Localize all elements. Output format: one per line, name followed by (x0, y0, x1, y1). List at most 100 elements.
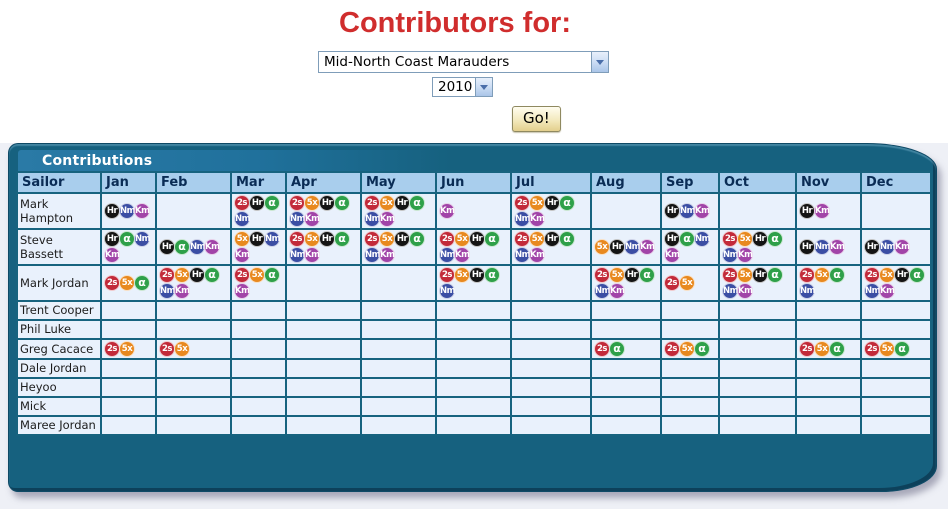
cell-feb (155, 358, 232, 379)
badge-km-icon: Km (234, 283, 250, 299)
badge-nm-icon: Nm (879, 239, 895, 255)
cell-sep: 2s 5x α (660, 338, 720, 360)
cell-nov (795, 415, 862, 436)
cell-oct: 2s 5x Hr α NmKm (718, 228, 797, 266)
badge-hr-icon: Hr (189, 267, 205, 283)
cell-mar (230, 358, 287, 379)
badge-hr-icon: Hr (752, 267, 768, 283)
sailor-name: Mick (16, 396, 102, 417)
cell-aug (590, 377, 662, 398)
cell-feb: Hr α NmKm (155, 228, 232, 266)
cell-jan: Hr NmKm (100, 192, 157, 230)
badge-km-icon: Km (814, 203, 830, 219)
cell-feb (155, 319, 232, 340)
cell-jul (510, 396, 592, 417)
column-header-aug: Aug (590, 171, 662, 194)
column-header-feb: Feb (155, 171, 232, 194)
cell-mar (230, 415, 287, 436)
cell-aug: 2s 5x Hr α NmKm (590, 264, 662, 302)
column-header-sailor: Sailor (16, 171, 102, 194)
cell-jan (100, 319, 157, 340)
cell-apr (285, 264, 362, 302)
table-row: Mick (16, 396, 932, 417)
cell-oct (718, 192, 797, 230)
badge-hr-icon: Hr (664, 203, 680, 219)
badge-hr-icon: Hr (664, 231, 680, 247)
cell-aug (590, 396, 662, 417)
badge-alpha-icon: α (134, 275, 150, 291)
badge-hr-icon: Hr (249, 231, 265, 247)
badge-nm-icon: Nm (514, 211, 530, 227)
badge-nm-icon: Nm (289, 211, 305, 227)
badge-nm-icon: Nm (439, 247, 455, 263)
cell-sep (660, 300, 720, 321)
badge-alpha-icon: α (559, 231, 575, 247)
badge-hr-icon: Hr (469, 267, 485, 283)
badge-5x-icon: 5x (119, 275, 135, 291)
cell-apr (285, 415, 362, 436)
year-select[interactable]: 2010 (432, 77, 493, 97)
go-button[interactable]: Go! (512, 106, 561, 132)
table-header-row: Sailor Jan Feb Mar Apr May Jun Jul Aug Sep Oct Nov D… (16, 171, 932, 194)
cell-sep: 2s 5x (660, 264, 720, 302)
badge-hr-icon: Hr (159, 239, 175, 255)
cell-may (360, 377, 437, 398)
cell-apr (285, 319, 362, 340)
cell-apr (285, 300, 362, 321)
badge-alpha-icon: α (694, 341, 710, 357)
sailor-name: Mark Jordan (16, 264, 102, 302)
team-select[interactable]: Mid-North Coast Marauders (318, 51, 609, 73)
dropdown-arrow-icon[interactable] (591, 52, 608, 72)
cell-may (360, 264, 437, 302)
badge-hr-icon: Hr (864, 239, 880, 255)
cell-jun: Km (435, 192, 512, 230)
badge-2s-icon: 2s (594, 341, 610, 357)
cell-jun: 2s 5x Hr α NmKm (435, 228, 512, 266)
cell-nov (795, 377, 862, 398)
badge-2s-icon: 2s (289, 195, 305, 211)
cell-oct (718, 300, 797, 321)
cell-may: 2s 5x Hr α NmKm (360, 192, 437, 230)
cell-oct (718, 377, 797, 398)
badge-km-icon: Km (609, 283, 625, 299)
badge-5x-icon: 5x (529, 231, 545, 247)
badge-alpha-icon: α (767, 231, 783, 247)
badge-2s-icon: 2s (514, 231, 530, 247)
badge-alpha-icon: α (204, 267, 220, 283)
badge-km-icon: Km (737, 247, 753, 263)
badge-5x-icon: 5x (679, 275, 695, 291)
badge-alpha-icon: α (609, 341, 625, 357)
badge-km-icon: Km (104, 247, 120, 263)
badge-hr-icon: Hr (319, 195, 335, 211)
cell-jan: Hr α Nm Km (100, 228, 157, 266)
column-header-jul: Jul (510, 171, 592, 194)
badge-nm-icon: Nm (864, 283, 880, 299)
cell-dec (860, 396, 932, 417)
badge-alpha-icon: α (409, 231, 425, 247)
cell-oct (718, 319, 797, 340)
badge-alpha-icon: α (334, 231, 350, 247)
cell-sep (660, 358, 720, 379)
badge-2s-icon: 2s (864, 267, 880, 283)
badge-nm-icon: Nm (189, 239, 205, 255)
table-row: Phil Luke (16, 319, 932, 340)
column-header-oct: Oct (718, 171, 797, 194)
dropdown-arrow-icon[interactable] (475, 78, 492, 96)
panel-title-bar: Contributions (18, 150, 450, 171)
cell-apr (285, 358, 362, 379)
badge-km-icon: Km (174, 283, 190, 299)
badge-5x-icon: 5x (379, 195, 395, 211)
badge-nm-icon: Nm (234, 211, 250, 227)
badge-nm-icon: Nm (594, 283, 610, 299)
badge-nm-icon: Nm (722, 283, 738, 299)
cell-dec (860, 192, 932, 230)
badge-alpha-icon: α (639, 267, 655, 283)
cell-dec: Hr NmKm (860, 228, 932, 266)
badge-alpha-icon: α (679, 231, 695, 247)
cell-jun (435, 338, 512, 360)
table-row: Steve Bassett Hr α NmKm Hr α NmKm 5x Hr NmKm 2s 5x H… (16, 228, 932, 266)
table-row: Greg Cacace 2s 5x 2s 5x 2s α 2s 5x α 2s 5x α 2s 5x α (16, 338, 932, 360)
sailor-name: Phil Luke (16, 319, 102, 340)
table-row: Dale Jordan (16, 358, 932, 379)
badge-2s-icon: 2s (439, 231, 455, 247)
